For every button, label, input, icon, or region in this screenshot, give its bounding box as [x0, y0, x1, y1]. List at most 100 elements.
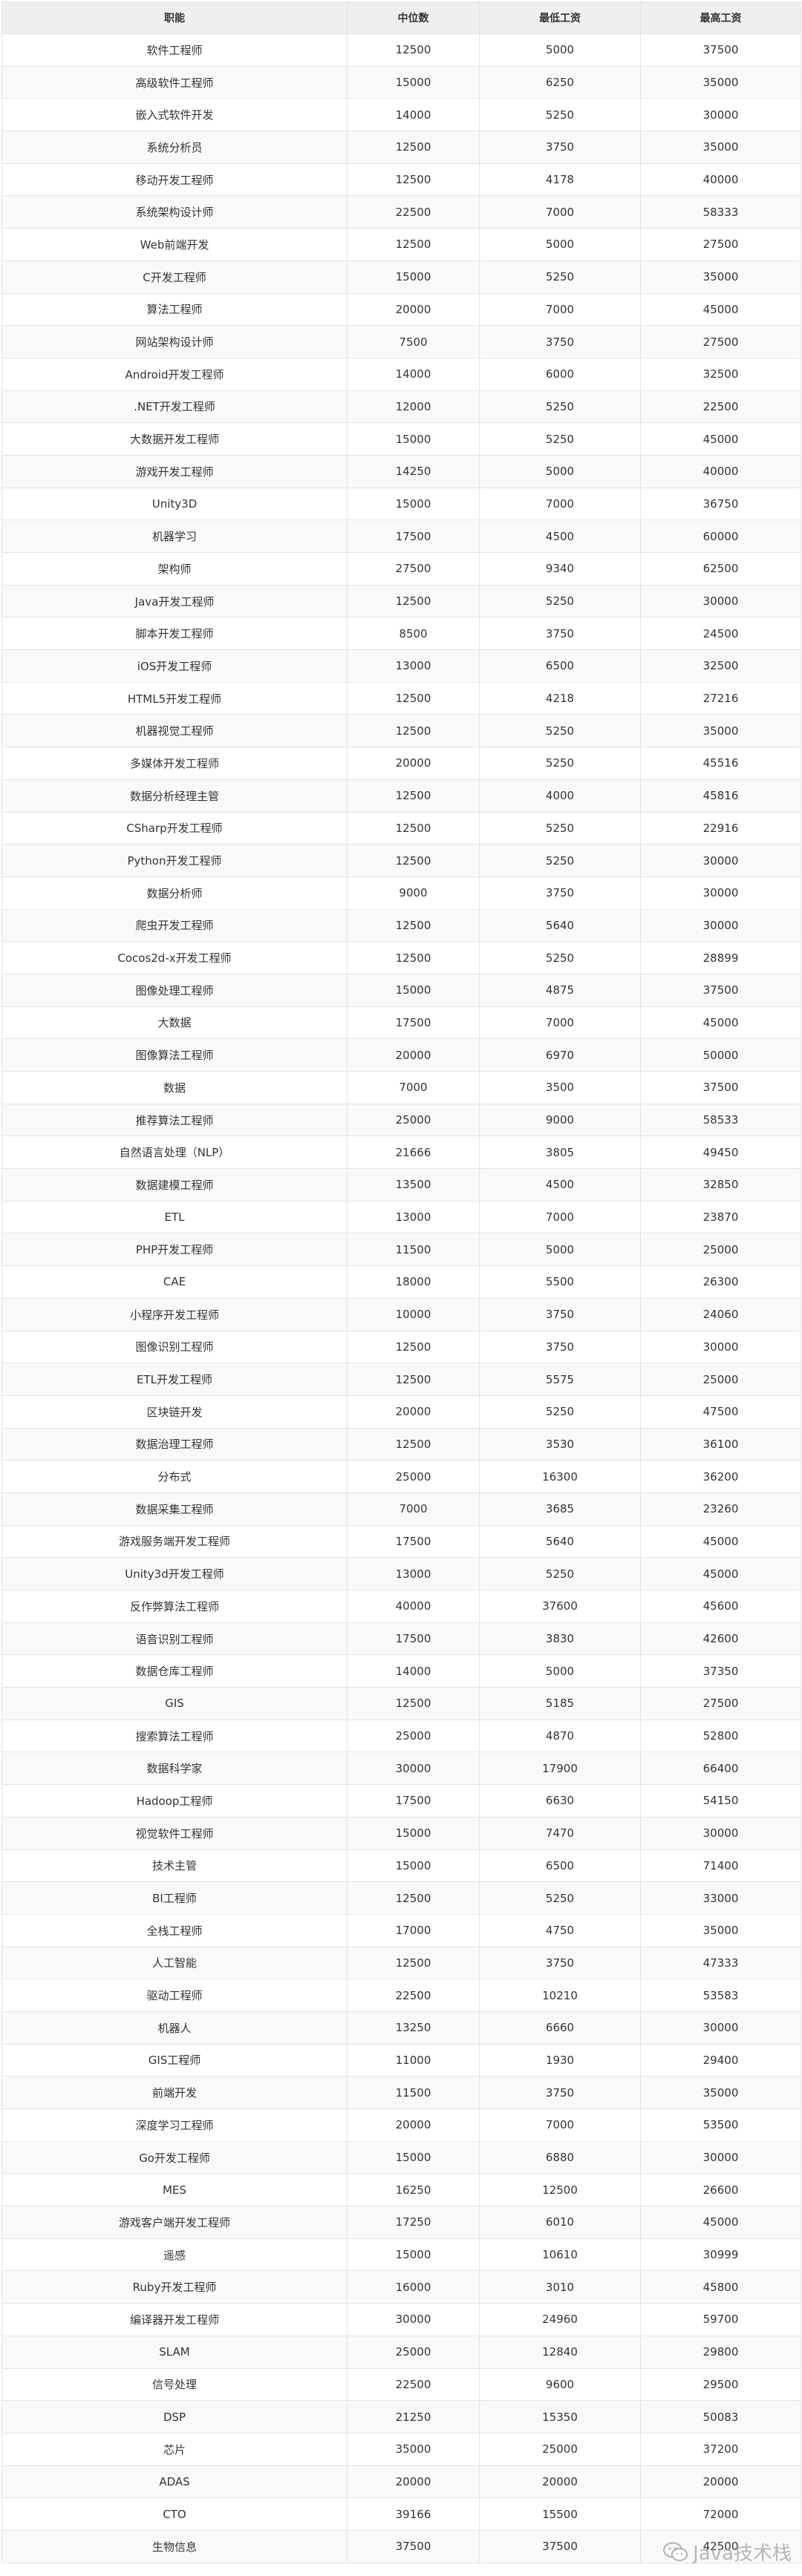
cell-median: 20000: [347, 747, 480, 780]
table-row: 信号处理 22500 9600 29500: [1, 2367, 801, 2402]
cell-max-salary: 22916: [640, 811, 801, 845]
cell-role: CSharp开发工程师: [1, 811, 348, 845]
cell-role: 视觉软件工程师: [1, 1816, 348, 1850]
cell-role: Android开发工程师: [1, 357, 348, 391]
cell-role: 数据采集工程师: [1, 1492, 348, 1526]
table-row: Android开发工程师 14000 6000 32500: [1, 357, 801, 391]
cell-median: 11500: [347, 1233, 480, 1267]
cell-max-salary: 35000: [640, 714, 801, 748]
cell-max-salary: 35000: [640, 260, 801, 294]
cell-min-salary: 3750: [479, 1330, 641, 1364]
cell-role: .NET开发工程师: [1, 390, 348, 424]
table-row: 数据 7000 3500 37500: [1, 1071, 801, 1104]
cell-median: 15000: [347, 2140, 480, 2174]
table-row: CAE 18000 5500 26300: [1, 1265, 801, 1299]
cell-max-salary: 36750: [640, 487, 801, 521]
cell-min-salary: 9600: [479, 2367, 641, 2402]
cell-median: 14000: [347, 357, 480, 391]
cell-min-salary: 7000: [479, 2108, 641, 2142]
table-row: 游戏服务端开发工程师 17500 5640 45000: [1, 1524, 801, 1559]
cell-max-salary: 47333: [640, 1946, 801, 1980]
cell-role: Web前端开发: [1, 228, 348, 261]
table-row: 反作弊算法工程师 40000 37600 45600: [1, 1590, 801, 1623]
cell-role: 高级软件工程师: [1, 65, 348, 99]
table-row: 深度学习工程师 20000 7000 53500: [1, 2108, 801, 2142]
cell-max-salary: 71400: [640, 1849, 801, 1883]
table-row: 分布式 25000 16300 36200: [1, 1460, 801, 1493]
cell-max-salary: 72000: [640, 2497, 801, 2531]
cell-max-salary: 35000: [640, 131, 801, 164]
cell-median: 17500: [347, 1622, 480, 1656]
cell-max-salary: 45000: [640, 1006, 801, 1040]
cell-role: Cocos2d-x开发工程师: [1, 941, 348, 974]
cell-min-salary: 10210: [479, 1979, 641, 2012]
cell-median: 27500: [347, 552, 480, 586]
cell-median: 11500: [347, 2076, 480, 2109]
cell-role: Unity3D: [1, 487, 348, 521]
cell-min-salary: 4218: [479, 681, 641, 715]
cell-median: 14000: [347, 98, 480, 132]
cell-min-salary: 3750: [479, 876, 641, 910]
table-row: 多媒体开发工程师 20000 5250 45516: [1, 747, 801, 780]
cell-max-salary: 35000: [640, 1913, 801, 1947]
table-row: Go开发工程师 15000 6880 30000: [1, 2140, 801, 2174]
cell-max-salary: 30999: [640, 2238, 801, 2272]
cell-median: 15000: [347, 422, 480, 456]
cell-max-salary: 29400: [640, 2043, 801, 2077]
cell-max-salary: 30000: [640, 98, 801, 132]
cell-median: 39166: [347, 2497, 480, 2531]
cell-min-salary: 4178: [479, 163, 641, 197]
cell-median: 12500: [347, 131, 480, 164]
cell-max-salary: 25000: [640, 1363, 801, 1396]
cell-max-salary: 29500: [640, 2367, 801, 2402]
cell-max-salary: 50000: [640, 1038, 801, 1072]
cell-min-salary: 6880: [479, 2140, 641, 2174]
cell-min-salary: 5640: [479, 908, 641, 943]
table-row: 系统架构设计师 22500 7000 58333: [1, 195, 801, 229]
cell-median: 12500: [347, 941, 480, 974]
cell-median: 12500: [347, 844, 480, 877]
table-row: 遥感 15000 10610 30999: [1, 2238, 801, 2272]
cell-role: 推荐算法工程师: [1, 1103, 348, 1137]
cell-max-salary: 45000: [640, 292, 801, 327]
cell-role: CTO: [1, 2497, 348, 2531]
table-row: 机器视觉工程师 12500 5250 35000: [1, 714, 801, 748]
cell-min-salary: 4870: [479, 1719, 641, 1753]
cell-median: 35000: [347, 2432, 480, 2466]
cell-min-salary: 5250: [479, 941, 641, 974]
cell-role: 数据治理工程师: [1, 1427, 348, 1461]
cell-min-salary: 5000: [479, 33, 641, 67]
cell-role: 搜索算法工程师: [1, 1719, 348, 1753]
cell-min-salary: 37500: [479, 2529, 641, 2563]
cell-role: 图像算法工程师: [1, 1038, 348, 1072]
cell-role: ADAS: [1, 2465, 348, 2499]
cell-median: 10000: [347, 1297, 480, 1331]
cell-min-salary: 5250: [479, 844, 641, 877]
cell-median: 12500: [347, 681, 480, 715]
cell-median: 13000: [347, 1557, 480, 1590]
table-row: Web前端开发 12500 5000 27500: [1, 228, 801, 261]
cell-max-salary: 24500: [640, 617, 801, 651]
table-row: 数据治理工程师 12500 3530 36100: [1, 1427, 801, 1461]
table-row: 算法工程师 20000 7000 45000: [1, 292, 801, 327]
cell-median: 12500: [347, 1946, 480, 1980]
cell-max-salary: 28899: [640, 941, 801, 974]
cell-min-salary: 15500: [479, 2497, 641, 2531]
cell-median: 20000: [347, 1038, 480, 1072]
cell-max-salary: 30000: [640, 908, 801, 943]
cell-max-salary: 24060: [640, 1297, 801, 1331]
table-header: 职能 中位数 最低工资 最高工资: [1, 1, 801, 34]
cell-min-salary: 17900: [479, 1751, 641, 1786]
cell-min-salary: 9340: [479, 552, 641, 586]
cell-min-salary: 24960: [479, 2303, 641, 2336]
cell-min-salary: 5250: [479, 260, 641, 294]
cell-median: 12500: [347, 908, 480, 943]
cell-role: 软件工程师: [1, 33, 348, 67]
cell-role: 生物信息: [1, 2529, 348, 2563]
header-median: 中位数: [347, 1, 480, 34]
cell-role: C开发工程师: [1, 260, 348, 294]
cell-median: 15000: [347, 260, 480, 294]
table-row: 编译器开发工程师 30000 24960 59700: [1, 2303, 801, 2336]
table-row: CTO 39166 15500 72000: [1, 2497, 801, 2531]
